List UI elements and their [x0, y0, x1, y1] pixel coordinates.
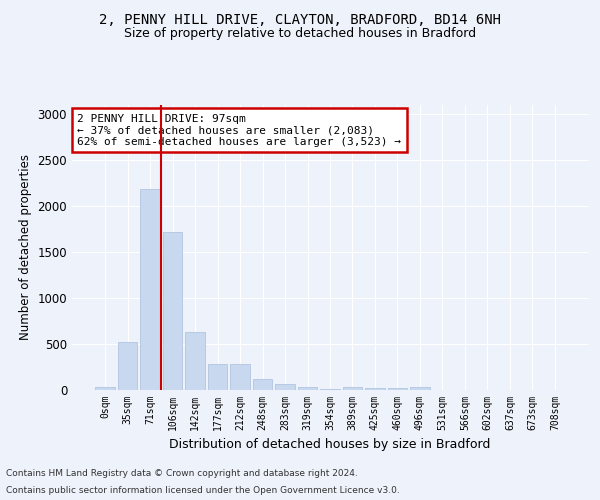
- Bar: [230, 364, 250, 390]
- Bar: [118, 342, 137, 390]
- Bar: [388, 388, 407, 390]
- Bar: [208, 364, 227, 390]
- Bar: [343, 387, 362, 390]
- Y-axis label: Number of detached properties: Number of detached properties: [19, 154, 32, 340]
- Text: 2, PENNY HILL DRIVE, CLAYTON, BRADFORD, BD14 6NH: 2, PENNY HILL DRIVE, CLAYTON, BRADFORD, …: [99, 12, 501, 26]
- Bar: [320, 388, 340, 390]
- Text: Contains HM Land Registry data © Crown copyright and database right 2024.: Contains HM Land Registry data © Crown c…: [6, 468, 358, 477]
- Bar: [365, 388, 385, 390]
- Bar: [140, 189, 160, 390]
- Text: 2 PENNY HILL DRIVE: 97sqm
← 37% of detached houses are smaller (2,083)
62% of se: 2 PENNY HILL DRIVE: 97sqm ← 37% of detac…: [77, 114, 401, 147]
- Bar: [410, 387, 430, 390]
- Text: Contains public sector information licensed under the Open Government Licence v3: Contains public sector information licen…: [6, 486, 400, 495]
- Bar: [298, 387, 317, 390]
- Bar: [253, 380, 272, 390]
- Text: Size of property relative to detached houses in Bradford: Size of property relative to detached ho…: [124, 28, 476, 40]
- Bar: [185, 332, 205, 390]
- Bar: [275, 384, 295, 390]
- Bar: [163, 232, 182, 390]
- Bar: [95, 387, 115, 390]
- X-axis label: Distribution of detached houses by size in Bradford: Distribution of detached houses by size …: [169, 438, 491, 452]
